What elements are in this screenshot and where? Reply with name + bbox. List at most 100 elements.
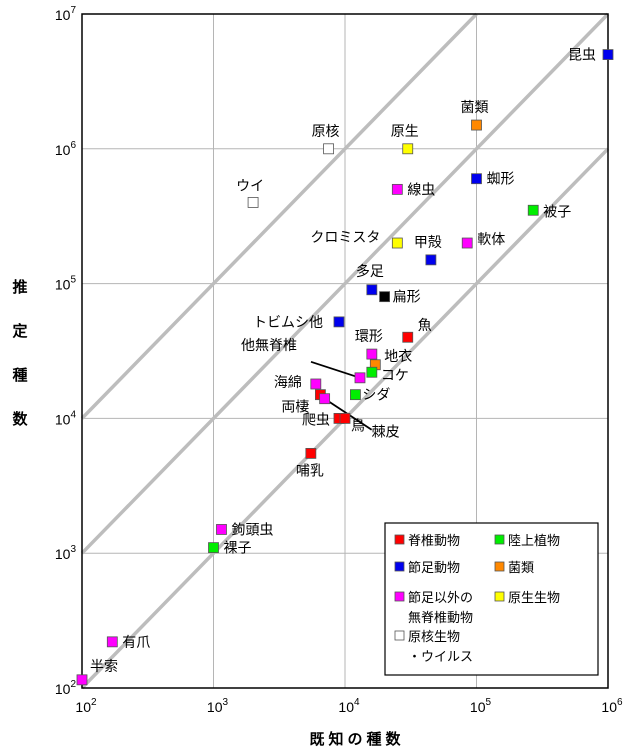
legend-swatch [394,534,405,545]
legend-label: 脊椎動物 [408,534,460,549]
data-point [339,412,351,424]
tick-exponent: 3 [70,544,76,555]
data-point [319,393,331,405]
legend-label: 原核生物 [408,630,460,645]
legend-swatch [394,561,405,572]
point-label: 魚 [418,318,432,334]
data-point [461,237,473,249]
point-label: 甲殻 [414,235,442,251]
data-point [350,389,361,401]
data-point [366,284,378,296]
tick-exponent: 7 [70,5,76,16]
point-label: 爬虫 [302,412,330,428]
data-point [425,254,437,266]
legend-label: 節足動物 [408,561,460,576]
tick-exponent: 6 [70,140,76,151]
tick-base: 10 [55,681,71,697]
axis-titles: 既知の種数 推定種数 [12,278,404,748]
point-label: 地衣 [384,349,412,365]
x-tick-label: 105 [470,697,492,715]
legend-swatch [394,591,405,602]
x-axis-title: 既知の種数 [309,730,404,748]
data-point [391,183,403,195]
tick-base: 10 [338,699,354,715]
x-tick-label: 104 [338,697,360,715]
legend-swatch [494,561,505,572]
point-label: 裸子 [224,541,252,557]
x-tick-label: 106 [601,697,623,715]
legend-label: 節足以外の [408,591,473,606]
point-label: 鳥 [351,418,365,434]
y-tick-label: 103 [55,544,77,562]
point-label: 両棲 [281,400,309,416]
data-point [310,378,322,390]
tick-exponent: 5 [70,275,76,286]
y-tick-label: 107 [55,5,77,23]
y-axis-title-char: 推 [12,278,27,296]
data-point [323,143,334,155]
tick-base: 10 [55,142,71,158]
tick-exponent: 2 [91,697,97,708]
tick-exponent: 4 [354,697,360,708]
data-point [402,143,414,155]
data-point [527,204,539,216]
x-tick-label: 103 [207,697,229,715]
point-label: 有爪 [122,635,150,651]
data-point [216,524,227,535]
data-point [247,197,259,208]
legend-label: 陸上植物 [508,533,560,549]
data-point [333,316,345,328]
point-label: 多足 [356,263,384,280]
leader-line [310,360,361,379]
tick-base: 10 [55,7,71,23]
y-tick-label: 102 [55,679,77,697]
point-label: 半索 [90,658,118,675]
tick-exponent: 2 [70,679,76,690]
point-label: 海綿 [274,375,302,391]
legend-label: ・ウイルス [408,650,473,665]
data-point [602,49,614,60]
tick-base: 10 [207,699,223,715]
point-label: 原生 [391,124,419,140]
point-label: コケ [381,368,409,384]
y-tick-label: 106 [55,140,77,158]
plot-frame [81,13,609,689]
tick-base: 10 [75,699,91,715]
reference-line [80,12,610,555]
tick-exponent: 4 [70,409,76,420]
legend-swatch [394,630,405,641]
point-label: 扁形 [393,290,421,306]
y-axis-title: 推定種数 [12,278,28,428]
data-point [471,119,482,131]
point-label: 原核 [312,124,340,140]
legend-label: 無脊椎動物 [408,611,473,626]
data-point [366,348,378,360]
point-label: 棘皮 [372,425,400,441]
point-label: 線虫 [407,182,435,198]
point-label: シダ [362,388,390,404]
point-label: トビムシ他 [253,315,323,331]
point-label: 軟体 [477,232,505,248]
data-point [208,542,219,554]
legend-label: 原生生物 [508,591,560,606]
tick-base: 10 [55,277,71,293]
legend-label: 菌類 [508,561,534,576]
point-label: 環形 [355,329,383,345]
y-axis-title-char: 種 [12,366,27,384]
tick-base: 10 [55,411,71,427]
y-tick-label: 104 [55,409,77,427]
point-label: ウイ [236,178,264,194]
y-axis-title-char: 定 [12,322,27,340]
point-label: 哺乳 [296,463,324,479]
data-point [471,173,482,185]
y-axis-title-char: 数 [12,410,28,428]
point-label: 菌類 [461,100,489,116]
point-label: 被子 [543,204,571,220]
tick-base: 10 [55,546,71,562]
x-tick-label: 102 [75,697,97,715]
tick-base: 10 [470,699,486,715]
y-tick-label: 105 [55,275,77,293]
